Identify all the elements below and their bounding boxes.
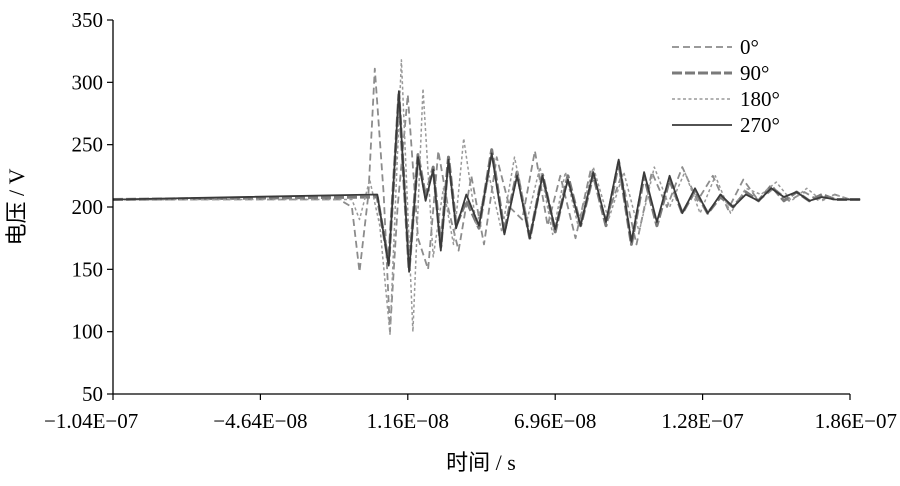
x-tick-label: 6.96E−08 bbox=[514, 409, 596, 433]
x-ticks: −1.04E−07 −4.64E−08 1.16E−08 6.96E−08 1.28E−… bbox=[44, 394, 897, 433]
series-line bbox=[112, 90, 861, 273]
x-tick-label: 1.16E−08 bbox=[367, 409, 449, 433]
series-line bbox=[113, 67, 861, 333]
legend-label: 0° bbox=[740, 35, 759, 59]
plot-lines bbox=[112, 59, 861, 335]
y-tick-label: 300 bbox=[72, 70, 104, 94]
x-tick-label: −1.04E−07 bbox=[44, 409, 138, 433]
y-ticks: 50 100 150 200 250 300 350 bbox=[72, 8, 113, 406]
legend: 0°90°180°270° bbox=[672, 35, 780, 137]
series-line bbox=[113, 59, 861, 335]
y-tick-label: 250 bbox=[72, 133, 104, 157]
y-tick-label: 150 bbox=[72, 257, 104, 281]
legend-label: 90° bbox=[740, 61, 769, 85]
legend-label: 180° bbox=[740, 87, 780, 111]
x-axis-title: 时间 / s bbox=[446, 450, 516, 475]
y-tick-label: 50 bbox=[82, 382, 103, 406]
x-tick-label: 1.86E−07 bbox=[815, 409, 897, 433]
legend-label: 270° bbox=[740, 113, 780, 137]
y-axis-title: 电压 / V bbox=[4, 168, 29, 245]
y-tick-label: 100 bbox=[72, 320, 104, 344]
y-tick-label: 350 bbox=[72, 8, 104, 32]
x-tick-label: 1.28E−07 bbox=[661, 409, 743, 433]
y-tick-label: 200 bbox=[72, 195, 104, 219]
x-tick-label: −4.64E−08 bbox=[213, 409, 307, 433]
